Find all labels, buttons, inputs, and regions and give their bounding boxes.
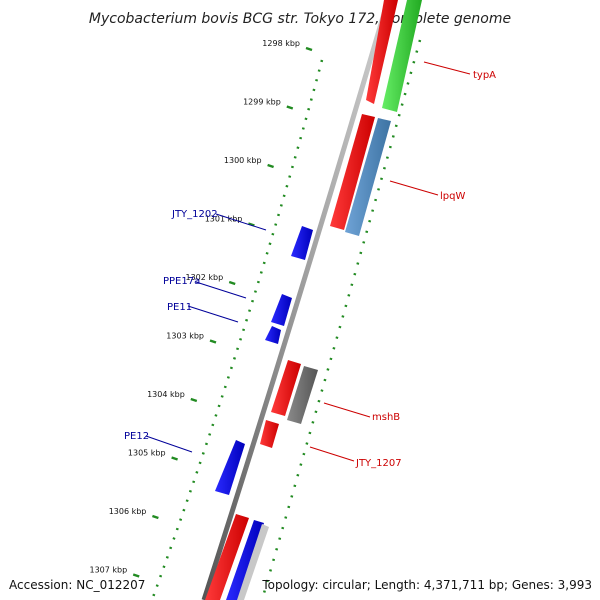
tick-mark	[267, 163, 274, 169]
leader-JTY_1207	[309, 446, 355, 462]
tick-label: 1299 kbp	[243, 98, 281, 107]
leader-mshB	[323, 402, 371, 418]
gene-block-reverse-1[interactable]	[291, 226, 313, 260]
kbp-ticks: 1298 kbp 1299 kbp 1300 kbp 1301 kbp 1302 kbp…	[89, 39, 313, 578]
tick-mark	[305, 46, 313, 52]
gene-label-mshB[interactable]: mshB	[372, 412, 400, 423]
gene-block-forward-5[interactable]	[205, 514, 249, 600]
gene-label-PE11[interactable]: PE11	[167, 302, 192, 313]
gene-label-PPE17a[interactable]: PPE17a	[163, 276, 200, 287]
tick-mark	[132, 573, 140, 578]
map-title: Mycobacterium bovis BCG str. Tokyo 172, …	[89, 11, 511, 27]
tick-track-inner	[150, 59, 324, 600]
gene-block-mshB[interactable]	[287, 366, 318, 424]
tick-label: 1303 kbp	[166, 332, 204, 341]
gene-label-JTY_1202[interactable]: JTY_1202	[171, 209, 218, 220]
gene-block-reverse-5[interactable]	[237, 524, 269, 600]
gene-block-reverse-4[interactable]	[226, 520, 264, 600]
tick-label: 1304 kbp	[147, 390, 185, 399]
gene-block-forward-3[interactable]	[271, 360, 301, 416]
gene-block-forward-2[interactable]	[330, 114, 375, 230]
leader-PE11	[187, 305, 239, 323]
tick-mark	[190, 397, 198, 403]
tick-label: 1307 kbp	[89, 566, 127, 575]
leader-typA	[423, 61, 471, 75]
gene-block-typA[interactable]	[382, 0, 422, 112]
tick-mark	[228, 280, 236, 286]
tick-mark	[286, 105, 294, 110]
tick-label: 1306 kbp	[109, 507, 147, 516]
gene-block-PE12[interactable]	[215, 440, 245, 495]
gene-label-PE12[interactable]: PE12	[124, 431, 149, 442]
genome-backbone	[201, 0, 391, 600]
gene-label-JTY_1207[interactable]: JTY_1207	[355, 458, 402, 469]
gene-block-reverse-3[interactable]	[265, 326, 281, 344]
leader-JTY_1202	[215, 213, 267, 231]
accession-text: Accession: NC_012207	[9, 578, 146, 592]
gene-block-lpqW[interactable]	[345, 118, 391, 236]
leader-PE12	[145, 435, 193, 453]
tick-mark	[171, 456, 178, 461]
tick-label: 1298 kbp	[262, 39, 300, 48]
gene-block-reverse-2[interactable]	[271, 294, 292, 326]
tick-label: 1305 kbp	[128, 449, 166, 458]
tick-label: 1302 kbp	[185, 273, 223, 282]
gene-label-typA[interactable]: typA	[473, 70, 496, 81]
tick-mark	[209, 339, 217, 344]
leader-PPE17a	[195, 281, 247, 299]
tick-label: 1300 kbp	[224, 156, 262, 165]
gene-block-forward-4[interactable]	[260, 420, 279, 448]
genome-summary-text: Topology: circular; Length: 4,371,711 bp…	[262, 578, 592, 592]
gene-block-forward-1[interactable]	[366, 0, 398, 104]
leader-lpqW	[389, 180, 439, 196]
tick-label: 1301 kbp	[205, 215, 243, 224]
gene-label-lpqW[interactable]: lpqW	[440, 191, 465, 202]
tick-mark	[248, 222, 255, 227]
tick-mark	[152, 514, 159, 520]
